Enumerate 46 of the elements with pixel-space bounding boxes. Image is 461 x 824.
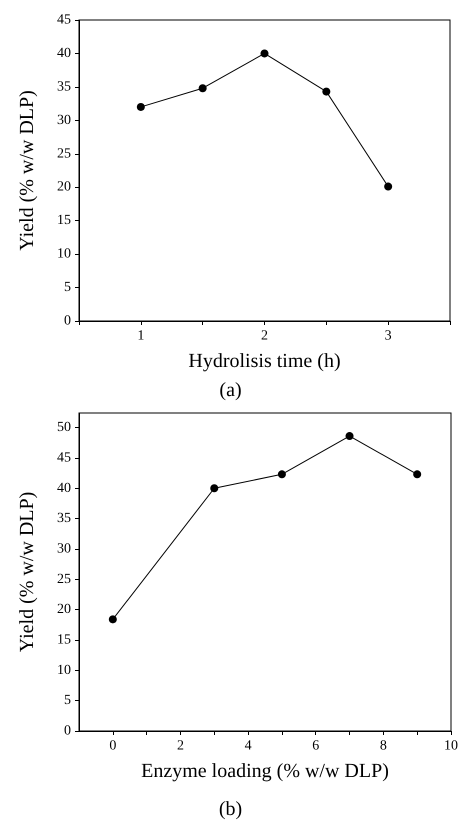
- y-tick-label: 20: [57, 180, 71, 195]
- y-tick-label: 25: [57, 572, 71, 587]
- y-tick-label: 30: [57, 541, 71, 556]
- y-tick-label: 50: [57, 420, 71, 436]
- y-tick-label: 45: [57, 450, 71, 466]
- y-tick-label: 40: [57, 46, 71, 61]
- y-tick-label: 40: [57, 480, 71, 496]
- point: [413, 470, 422, 478]
- x-tick-label: 0: [109, 738, 116, 754]
- y-tick-label: 25: [57, 146, 71, 162]
- x-axis-title: Enzyme loading (% w/w DLP): [141, 760, 389, 782]
- y-tick-label: 35: [57, 79, 71, 94]
- text: (a): [219, 379, 242, 401]
- y-tick-label: 10: [57, 662, 71, 678]
- point: [346, 432, 354, 440]
- y-tick-label: 5: [64, 693, 71, 708]
- y-axis-title: Yield (% w/w DLP): [16, 492, 38, 652]
- point: [278, 470, 286, 478]
- point: [210, 484, 218, 492]
- x-tick-label: 10: [444, 738, 458, 754]
- x-tick-label: 2: [176, 738, 184, 754]
- point: [108, 615, 117, 624]
- x-tick-label: 3: [384, 328, 392, 344]
- y-tick-label: 15: [57, 213, 71, 228]
- point: [136, 102, 145, 111]
- point: [322, 88, 330, 96]
- y-tick-label: 45: [57, 12, 71, 28]
- y-tick-label: 20: [57, 602, 71, 618]
- y-tick-label: 5: [64, 280, 71, 296]
- x-tick-label: 6: [312, 738, 320, 754]
- x-tick-label: 4: [244, 738, 252, 754]
- point: [198, 84, 207, 92]
- y-tick-label: 15: [57, 632, 71, 648]
- x-tick-label: 8: [380, 738, 387, 754]
- y-tick-label: 0: [64, 314, 71, 328]
- x-axis-title: Hydrolisis time (h): [188, 350, 341, 372]
- y-axis-title: Yield (% w/w DLP): [16, 90, 38, 251]
- x-tick-label: 2: [261, 328, 268, 344]
- x-tick-label: 1: [137, 328, 144, 344]
- point: [384, 182, 392, 191]
- y-tick-label: 0: [64, 724, 71, 738]
- text: (b): [218, 798, 242, 820]
- point: [260, 49, 268, 58]
- y-tick-label: 35: [57, 511, 71, 526]
- y-tick-label: 10: [57, 246, 71, 262]
- y-tick-label: 30: [57, 112, 71, 128]
